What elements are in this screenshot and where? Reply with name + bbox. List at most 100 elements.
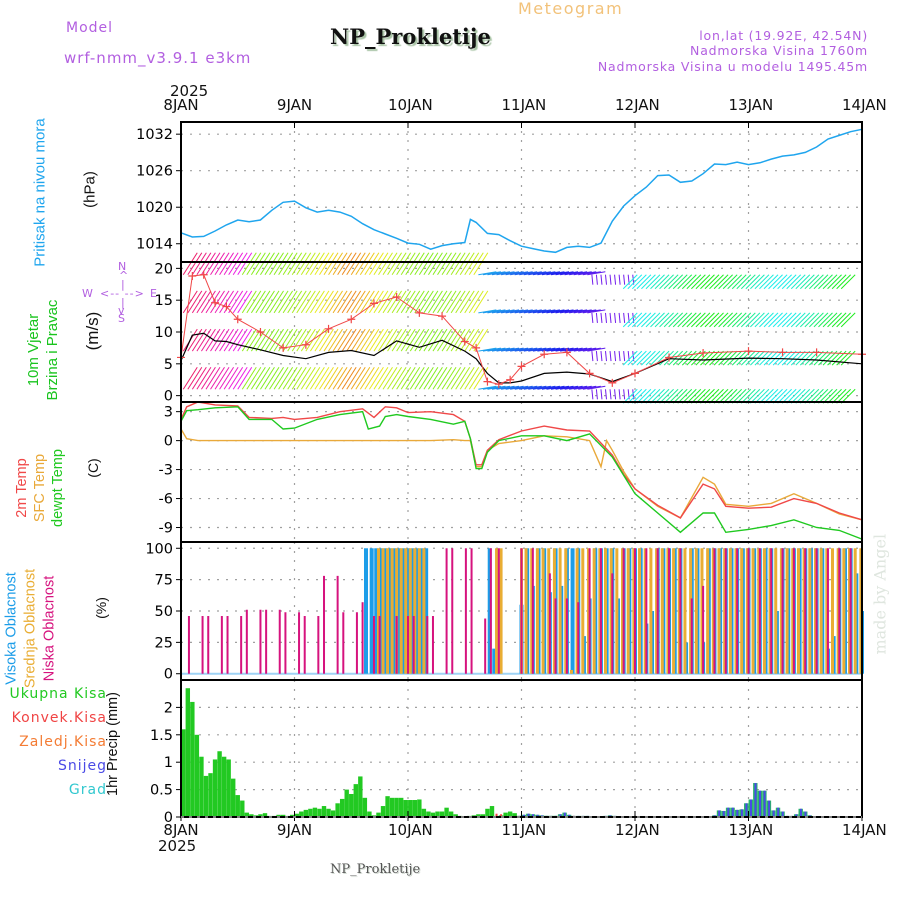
cloud-bar-mid (569, 669, 573, 674)
cloud-bar-mid (796, 548, 800, 674)
precip-bar-total (244, 812, 250, 817)
wind-arrow (727, 388, 743, 404)
wind-arrow (700, 388, 715, 404)
wind-arrow (781, 350, 797, 366)
cloud-bar-mid (621, 548, 625, 674)
wind-arrow (241, 367, 257, 390)
cloud-bar-low (770, 548, 773, 674)
wind-gust-marker (199, 270, 208, 279)
wind-arrow (260, 367, 275, 390)
cloud-bar-mid (848, 548, 852, 674)
cloud-bar-high (410, 548, 415, 674)
cloud-bar-mid (564, 548, 568, 674)
wind-arrow (400, 290, 416, 314)
cloud-bar-mid (541, 548, 545, 674)
cloud-bar-low (226, 616, 229, 674)
wind-arrow (201, 328, 216, 352)
wind-arrow (681, 388, 697, 404)
wind-arrow (514, 309, 533, 314)
wind-arrow (455, 252, 471, 275)
wind-arrow (659, 388, 674, 404)
wind-arrow (328, 328, 343, 352)
wind-arrow (713, 312, 729, 328)
compass-arrow-down: v (118, 304, 125, 317)
precip-bar-total (312, 807, 318, 817)
wind-arrow (804, 312, 820, 328)
wind-arrow (691, 312, 706, 328)
cloud-bar-mid (422, 548, 426, 674)
cloud-bar-mid (649, 548, 653, 674)
cloud-bar-low (489, 548, 492, 674)
cloud-bar-high (401, 548, 406, 674)
wind-arrow (400, 252, 416, 275)
wind-arrow (378, 290, 393, 314)
precip-bar-snow (559, 814, 562, 817)
cloud-bar-low (736, 548, 739, 674)
wind-arrow (546, 309, 565, 314)
wind-arrow (491, 271, 511, 276)
wind-arrow (560, 309, 579, 314)
wind-arrow (396, 367, 412, 390)
cloud-bar-low (303, 616, 306, 674)
precip-bar-total (507, 811, 513, 817)
y-tick-label: 0 (164, 434, 173, 450)
wind-arrow (441, 290, 457, 314)
cloud-bar-mid (825, 548, 829, 674)
cloud-bar-low (713, 548, 716, 674)
wind-arrow (459, 328, 475, 352)
wind-gust-marker (812, 348, 821, 357)
wind-arrow (645, 312, 661, 328)
wind-arrow (510, 347, 529, 352)
precip-bar-total (476, 814, 481, 817)
wind-arrow (595, 389, 598, 400)
page-title: NP_Prokletije (330, 24, 491, 49)
precip-bar-total (435, 811, 440, 817)
wind-arrow (428, 367, 443, 390)
wind-arrow (831, 312, 847, 328)
wind-gust-marker (415, 308, 424, 317)
precip-bar-total (262, 813, 268, 817)
cloud-bar-mid (609, 548, 613, 674)
precip-bar-total (308, 808, 313, 817)
wind-arrow (799, 274, 815, 290)
wind-gust-marker (517, 362, 526, 371)
wind-arrow (418, 328, 434, 352)
wind-arrow (269, 252, 284, 275)
wind-arrow (786, 388, 802, 404)
wind-arrow (446, 328, 462, 352)
legend-hail: Grad (68, 782, 107, 798)
wind-arrow (722, 350, 738, 366)
bottom-tick-label: 9JAN (276, 821, 313, 839)
temp-line-dew (180, 406, 863, 540)
precip-bar-snow (777, 807, 780, 817)
precip-bar-total (403, 800, 408, 817)
top-tick-label: 10JAN (388, 96, 433, 114)
wind-arrow (346, 252, 362, 275)
precip-bar-snow (736, 809, 739, 817)
precip-bar-snow (522, 814, 525, 817)
precip-bar-snow (768, 800, 771, 817)
wind-arrow (505, 347, 524, 352)
cloud-bar-mid (734, 548, 738, 674)
wind-arrow (450, 252, 466, 275)
wind-arrow (478, 271, 497, 276)
precip-bar-snow (727, 807, 730, 817)
cloud-bar-mid (575, 548, 579, 674)
cloud-bar-mid (535, 548, 539, 674)
wind-arrow (382, 367, 398, 390)
cloud-bar-mid (683, 548, 687, 674)
wind-arrow (323, 328, 339, 352)
cloud-bar-low (426, 616, 429, 674)
cloud-bar-mid (723, 548, 727, 674)
wind-arrow (768, 312, 783, 328)
cloud-bar-low (668, 548, 671, 674)
wind-arrow (378, 328, 393, 352)
legend-snow: Snijeg (57, 758, 107, 774)
wind-arrow (246, 252, 262, 275)
wind-arrow (555, 271, 574, 276)
wind-arrow (546, 347, 565, 352)
wind-arrow (446, 367, 462, 390)
wind-arrow (727, 274, 743, 290)
wind-arrow (750, 388, 765, 404)
